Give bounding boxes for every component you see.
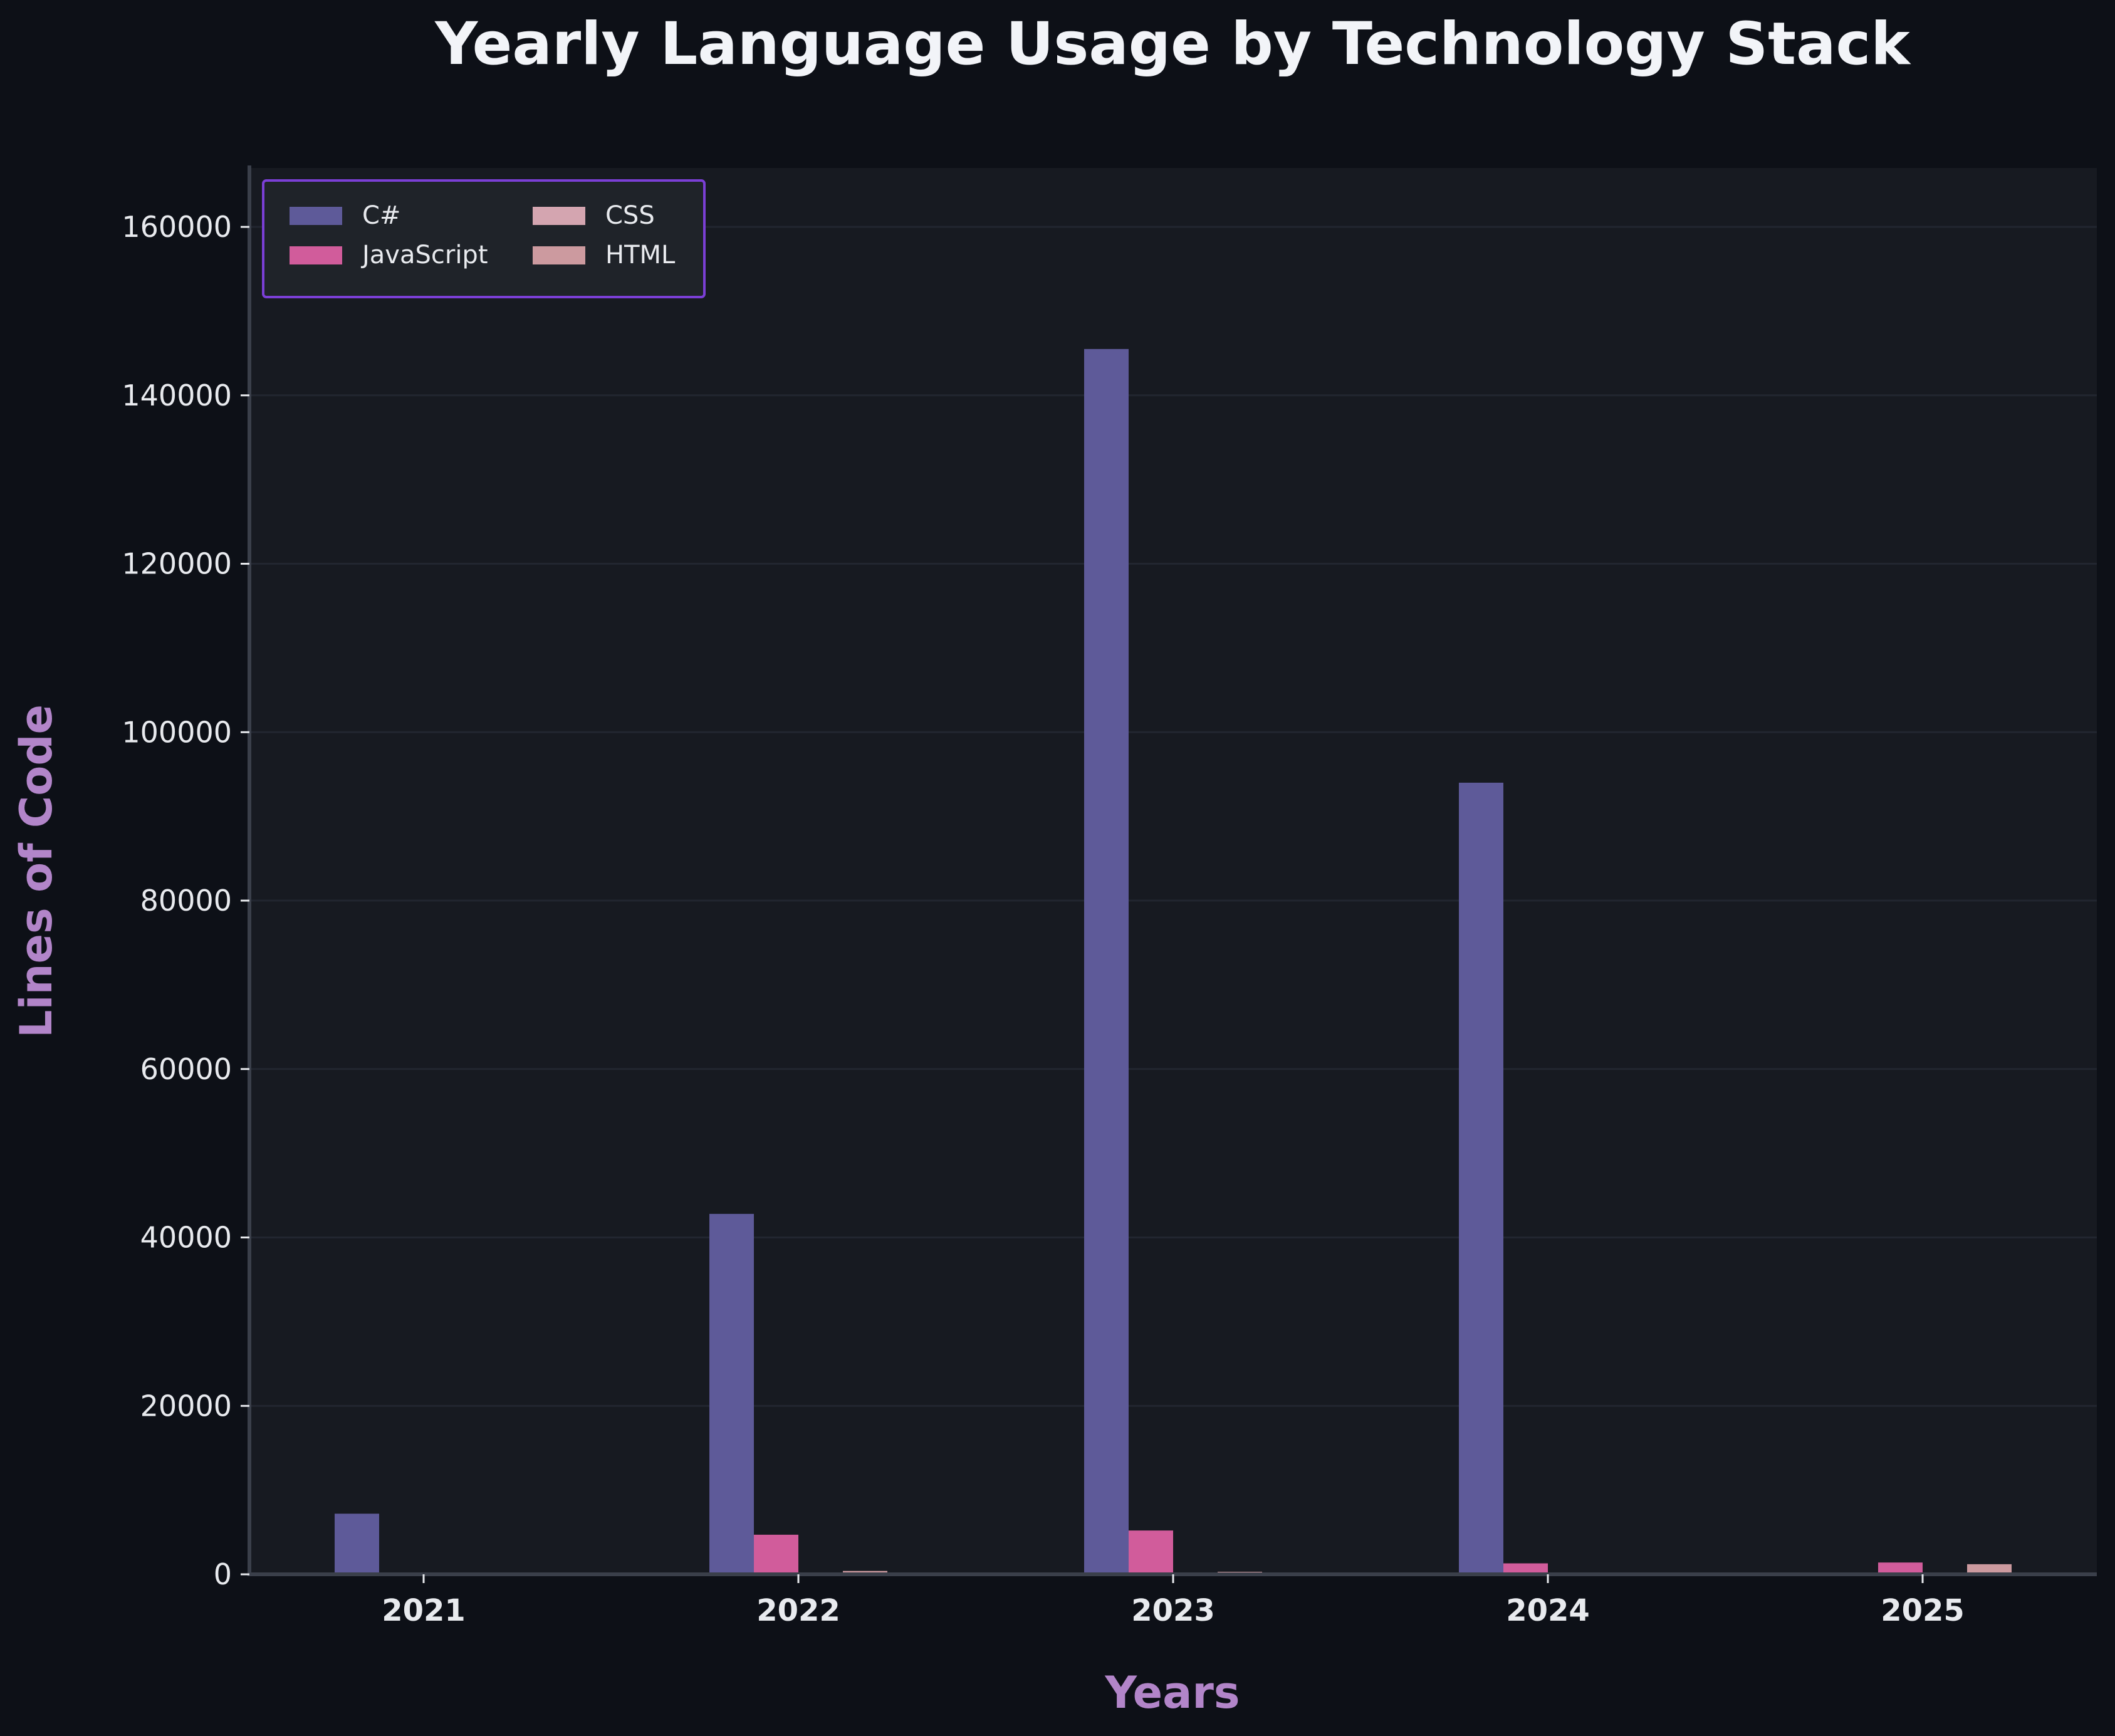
- legend-label: CSS: [605, 201, 655, 230]
- y-tick-label: 140000: [122, 379, 232, 412]
- bar-c--2021: [335, 1514, 379, 1574]
- bar-javascript-2023: [1129, 1530, 1173, 1574]
- bar-c--2024: [1459, 782, 1503, 1574]
- bar-c--2022: [709, 1213, 754, 1574]
- legend-label: JavaScript: [360, 241, 488, 269]
- plot-background: [249, 168, 2097, 1574]
- legend-label: HTML: [605, 241, 676, 269]
- bar-c--2023: [1084, 348, 1129, 1574]
- bars: [335, 348, 2012, 1574]
- x-tick-label: 2025: [1881, 1593, 1965, 1628]
- legend-label: C#: [362, 201, 400, 230]
- legend-swatch: [290, 246, 342, 264]
- bar-javascript-2025: [1878, 1562, 1923, 1574]
- y-tick-label: 20000: [140, 1389, 232, 1423]
- x-tick-label: 2021: [382, 1593, 466, 1628]
- y-tick-label: 100000: [122, 715, 232, 749]
- legend-swatch: [533, 207, 585, 225]
- y-tick-label: 80000: [140, 884, 232, 918]
- legend-swatch: [533, 246, 585, 264]
- bar-html-2025: [1967, 1564, 2012, 1574]
- x-tick-label: 2022: [756, 1593, 840, 1628]
- y-tick-label: 160000: [122, 210, 232, 244]
- x-axis-label: Years: [1104, 1667, 1240, 1718]
- y-axis-ticks: 0 20000 40000 60000 80000 100000 120000 140000 1…: [122, 210, 249, 1591]
- y-axis-label: Lines of Code: [11, 704, 62, 1038]
- chart-title: Yearly Language Usage by Technology Stac…: [434, 10, 1911, 78]
- legend-swatch: [290, 207, 342, 225]
- legend: C# JavaScript CSS HTML: [262, 179, 706, 298]
- x-tick-label: 2023: [1131, 1593, 1215, 1628]
- x-axis-ticks: 2021 2022 2023 2024 2025: [382, 1574, 1965, 1628]
- bar-javascript-2024: [1503, 1563, 1548, 1574]
- y-tick-label: 120000: [122, 547, 232, 581]
- x-tick-label: 2024: [1506, 1593, 1590, 1628]
- y-tick-label: 40000: [140, 1221, 232, 1255]
- y-tick-label: 0: [214, 1557, 232, 1591]
- bar-javascript-2022: [754, 1534, 798, 1574]
- legend-box: [262, 179, 706, 298]
- y-tick-label: 60000: [140, 1052, 232, 1086]
